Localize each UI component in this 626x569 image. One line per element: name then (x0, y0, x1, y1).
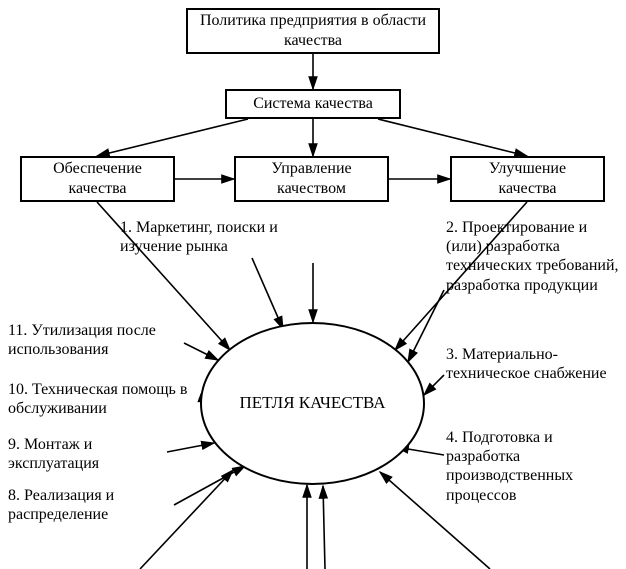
node-system-text: Система качества (253, 94, 373, 114)
label-2: 2. Проектирование и (или) разработка тех… (446, 218, 626, 295)
node-improvement: Улучшение качества (450, 156, 605, 202)
node-quality-loop-text: ПЕТЛЯ КАЧЕСТВА (239, 392, 385, 414)
node-assurance-text: Обеспечение качества (32, 159, 163, 199)
label-9: 9. Монтаж и эксплуатация (8, 435, 183, 473)
node-system: Система качества (225, 89, 401, 119)
label-10: 10. Техническая помощь в обслуживании (8, 380, 198, 418)
node-management-text: Управление качеством (246, 159, 377, 199)
label-11: 11. Утилизация после использования (8, 321, 203, 359)
label-8: 8. Реализация и распределение (8, 486, 183, 524)
label-3: 3. Материально-техническое снабжение (446, 345, 626, 383)
node-policy-text: Политика предприятия в области качества (198, 11, 428, 51)
label-4: 4. Подготовка и разработка производствен… (446, 428, 626, 505)
node-management: Управление качеством (234, 156, 389, 202)
node-improvement-text: Улучшение качества (462, 159, 593, 199)
node-quality-loop: ПЕТЛЯ КАЧЕСТВА (200, 322, 425, 485)
node-policy: Политика предприятия в области качества (186, 8, 440, 54)
node-assurance: Обеспечение качества (20, 156, 175, 202)
label-1: 1. Маркетинг, поиски и изучение рынка (120, 218, 315, 256)
